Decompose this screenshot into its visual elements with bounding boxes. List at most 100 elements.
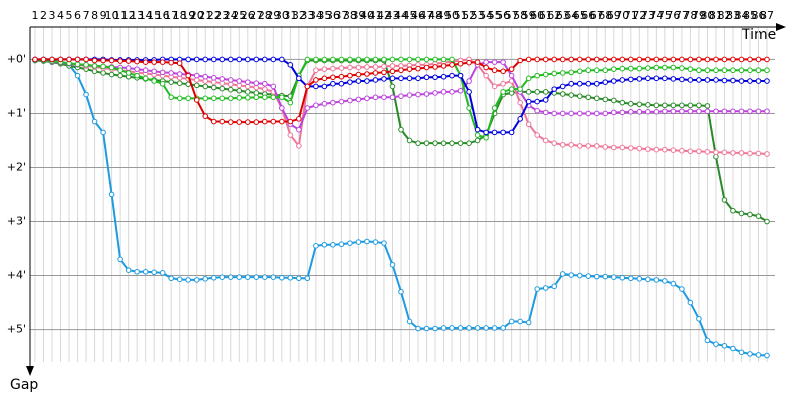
data-point	[500, 68, 506, 75]
data-point	[585, 110, 592, 117]
data-point	[227, 86, 234, 93]
data-point	[406, 318, 413, 325]
data-point	[628, 76, 634, 83]
data-point	[304, 83, 311, 90]
x-tick-label: 21	[198, 9, 212, 22]
data-point	[287, 62, 294, 68]
data-point	[542, 109, 549, 116]
data-point	[713, 108, 719, 115]
data-point	[559, 91, 566, 97]
data-point	[389, 94, 396, 101]
data-point	[423, 91, 430, 97]
data-point	[406, 66, 413, 72]
x-tick-label: 49	[437, 9, 451, 22]
data-point	[440, 63, 447, 69]
data-point	[330, 65, 336, 72]
data-point	[185, 56, 192, 63]
data-point	[645, 276, 651, 283]
data-point	[636, 56, 643, 63]
data-point	[100, 57, 106, 64]
data-point	[423, 140, 430, 146]
data-point	[738, 67, 745, 74]
data-point	[415, 325, 421, 332]
x-tick-label: 17	[164, 9, 178, 22]
data-point	[500, 89, 506, 95]
data-point	[730, 56, 736, 63]
data-point	[381, 63, 387, 70]
x-tick-label: 63	[556, 9, 570, 22]
data-point	[542, 89, 549, 95]
x-tick-label: 71	[624, 9, 638, 22]
data-point	[679, 76, 685, 83]
data-point	[534, 89, 540, 95]
data-point	[449, 140, 455, 146]
x-tick-label: 40	[360, 9, 374, 22]
data-point	[125, 70, 132, 76]
data-point	[645, 75, 651, 82]
x-tick-label: 11	[113, 9, 127, 22]
data-point	[593, 143, 600, 149]
data-point	[296, 126, 302, 133]
x-tick-label: 24	[224, 9, 238, 22]
data-point	[670, 280, 677, 287]
data-point	[508, 86, 515, 92]
data-point	[747, 78, 753, 84]
data-point	[704, 103, 711, 109]
data-point	[687, 102, 694, 109]
data-point	[168, 94, 174, 101]
data-point	[730, 77, 736, 84]
data-point	[534, 56, 540, 63]
data-point	[244, 79, 251, 85]
data-point	[542, 71, 549, 78]
data-point	[168, 79, 174, 85]
x-tick-label: 36	[326, 9, 340, 22]
data-point	[210, 74, 217, 81]
data-point	[449, 56, 455, 63]
data-point	[449, 72, 455, 79]
data-point	[747, 56, 753, 63]
data-point	[125, 65, 132, 71]
x-tick-label: 42	[377, 9, 391, 22]
data-point	[696, 77, 702, 83]
data-point	[568, 56, 575, 63]
data-point	[593, 95, 600, 102]
data-point	[279, 118, 285, 125]
x-tick-label: 19	[181, 9, 195, 22]
data-point	[262, 94, 268, 101]
data-point	[279, 56, 285, 63]
y-tick-label: +2'	[7, 160, 26, 173]
data-point	[602, 110, 609, 117]
data-point	[91, 63, 98, 69]
data-point	[687, 299, 694, 306]
x-tick-label: 47	[420, 9, 434, 22]
data-point	[619, 144, 626, 151]
data-point	[696, 102, 702, 109]
data-point	[568, 92, 575, 98]
data-point	[466, 140, 472, 146]
data-point	[500, 325, 506, 331]
data-point	[253, 56, 260, 63]
x-tick-label: 82	[717, 9, 731, 22]
data-point	[202, 56, 209, 63]
x-tick-label: 26	[241, 9, 255, 22]
data-point	[236, 87, 243, 94]
data-point	[270, 94, 277, 101]
data-point	[525, 319, 532, 326]
data-point	[210, 274, 217, 281]
y-tick-label: +4'	[7, 269, 26, 282]
x-axis-arrow	[776, 23, 786, 31]
data-point	[670, 56, 677, 63]
data-point	[355, 71, 362, 78]
data-point	[457, 87, 464, 94]
x-tick-label: 14	[139, 9, 153, 22]
data-point	[100, 70, 106, 76]
x-tick-label: 44	[394, 9, 408, 22]
data-point	[423, 64, 430, 71]
data-point	[210, 95, 217, 102]
data-point	[738, 349, 745, 356]
data-point	[534, 98, 540, 105]
x-tick-label: 32	[292, 9, 306, 22]
data-point	[262, 56, 268, 63]
x-tick-label: 85	[743, 9, 757, 22]
data-point	[755, 150, 762, 157]
